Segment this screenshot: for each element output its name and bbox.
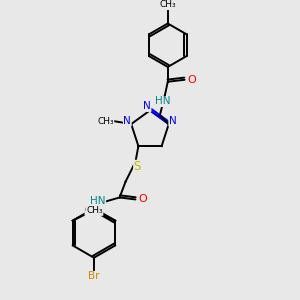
Text: CH₃: CH₃ xyxy=(85,206,102,215)
Text: N: N xyxy=(143,101,151,111)
Text: CH₃: CH₃ xyxy=(97,117,114,126)
Text: N: N xyxy=(169,116,177,126)
Text: HN: HN xyxy=(90,196,106,206)
Text: N: N xyxy=(123,116,131,126)
Text: HN: HN xyxy=(155,97,171,106)
Text: S: S xyxy=(134,160,141,173)
Text: Br: Br xyxy=(88,272,100,281)
Text: CH₃: CH₃ xyxy=(86,206,103,215)
Text: CH₃: CH₃ xyxy=(160,0,176,9)
Text: O: O xyxy=(187,75,196,85)
Text: O: O xyxy=(138,194,147,204)
